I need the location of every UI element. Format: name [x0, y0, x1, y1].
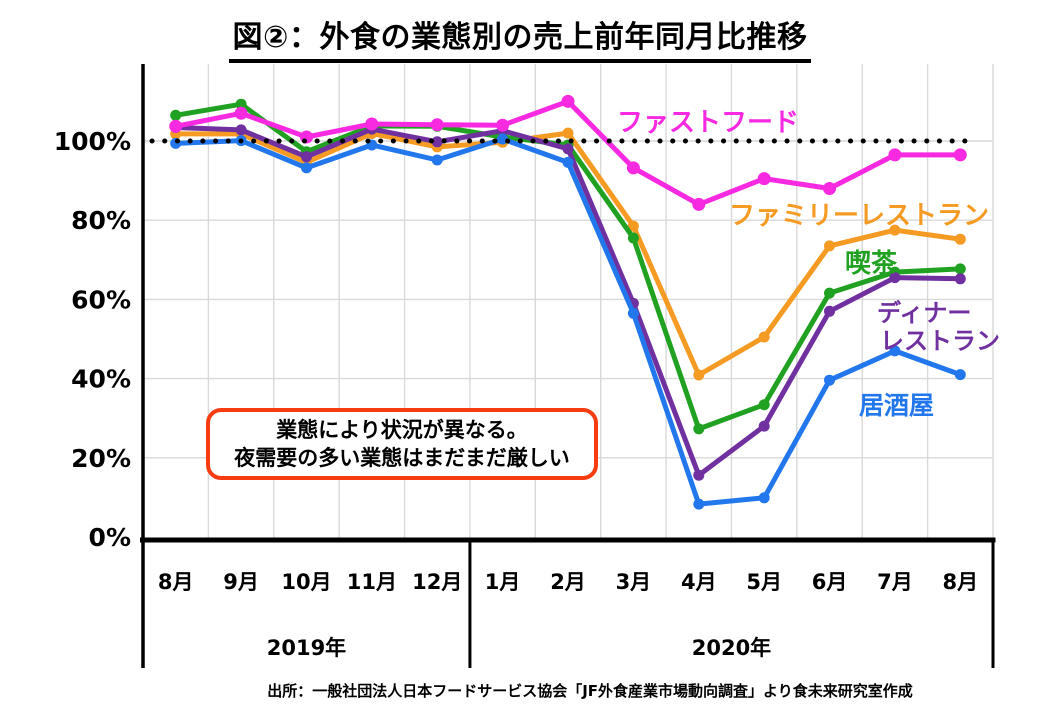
x-tick-label-month: 8月: [942, 570, 978, 594]
series-point-izakaya: [301, 162, 312, 174]
y-tick-label: 20%: [71, 444, 131, 473]
y-tick-label: 80%: [71, 206, 131, 235]
annotation-line-2: 夜需要の多い業態はまだまだ厳しい: [234, 446, 570, 470]
series-point-family-restaurant: [562, 127, 574, 139]
series-point-coffee-shop: [758, 399, 770, 411]
series-point-dinner-restaurant: [301, 151, 312, 163]
series-point-izakaya: [431, 154, 443, 166]
x-axis-year-label: 2020年: [692, 636, 771, 660]
y-tick-label: 0%: [89, 523, 131, 552]
series-point-izakaya: [758, 492, 770, 504]
series-point-fast-food: [365, 117, 379, 131]
series-point-family-restaurant: [627, 220, 639, 232]
series-point-izakaya: [824, 374, 835, 386]
series-point-dinner-restaurant: [824, 305, 835, 317]
series-point-family-restaurant: [824, 240, 835, 252]
series-label-izakaya: 居酒屋: [859, 391, 934, 420]
series-label-fast-food: ファストフード: [617, 108, 799, 138]
series-point-fast-food: [888, 148, 902, 162]
series-point-coffee-shop: [693, 423, 705, 435]
series-point-family-restaurant: [954, 233, 966, 245]
series-point-izakaya: [627, 307, 639, 319]
x-tick-label-month: 9月: [223, 570, 259, 594]
series-point-coffee-shop: [235, 98, 247, 110]
x-tick-label-month: 2月: [550, 570, 586, 594]
x-tick-label-month: 7月: [877, 570, 913, 594]
series-label-dinner-restaurant: ディナー: [877, 299, 971, 327]
series-point-coffee-shop: [627, 232, 639, 244]
series-label-dinner-restaurant: レストラン: [880, 327, 1000, 355]
series-point-dinner-restaurant: [693, 469, 705, 481]
series-point-dinner-restaurant: [758, 420, 770, 432]
series-point-fast-food: [626, 161, 640, 175]
series-point-family-restaurant: [758, 331, 770, 343]
series-point-fast-food: [757, 172, 771, 186]
series-point-izakaya: [562, 156, 574, 168]
series-point-coffee-shop: [954, 263, 966, 275]
series-point-izakaya: [693, 498, 705, 510]
x-tick-label-month: 5月: [746, 570, 782, 594]
series-line-family-restaurant: [173, 130, 963, 378]
series-label-coffee-shop: 喫茶: [845, 249, 898, 279]
y-tick-label: 60%: [71, 285, 131, 314]
x-tick-label-month: 4月: [681, 570, 717, 594]
series-point-fast-food: [169, 119, 183, 133]
series-point-fast-food: [692, 197, 706, 211]
x-tick-label-month: 11月: [347, 570, 397, 594]
series-point-dinner-restaurant: [431, 136, 443, 148]
series-point-dinner-restaurant: [235, 124, 247, 136]
y-tick-label: 100%: [54, 127, 131, 156]
x-tick-label-month: 3月: [616, 570, 652, 594]
series-point-dinner-restaurant: [889, 272, 901, 284]
series-point-fast-food: [430, 118, 444, 132]
series-point-fast-food: [953, 148, 967, 162]
x-tick-label-month: 8月: [158, 570, 194, 594]
annotation-line-1: 業態により状況が異なる。: [276, 418, 528, 442]
source-note: 出所：一般社団法人日本フードサービス協会「JF外食産業市場動向調査」より食未来研…: [267, 682, 913, 700]
series-point-coffee-shop: [170, 109, 182, 121]
series-point-fast-food: [823, 182, 836, 195]
x-axis-year-label: 2019年: [267, 636, 346, 660]
x-tick-label-month: 1月: [485, 570, 521, 594]
chart-title: 図②：外食の業態別の売上前年同月比推移: [228, 12, 812, 63]
series-point-fast-food: [561, 94, 575, 108]
series-point-family-restaurant: [693, 369, 705, 381]
x-tick-label-month: 10月: [281, 570, 331, 594]
series-point-family-restaurant: [889, 224, 901, 236]
series-point-dinner-restaurant: [954, 273, 966, 285]
series-point-dinner-restaurant: [562, 143, 574, 155]
x-tick-label-month: 12月: [412, 570, 462, 594]
series-point-fast-food: [496, 118, 510, 132]
series-point-izakaya: [954, 369, 966, 381]
series-point-coffee-shop: [824, 287, 835, 299]
y-tick-label: 40%: [71, 365, 131, 394]
annotation-callout: 業態により状況が異なる。 夜需要の多い業態はまだまだ厳しい: [206, 408, 598, 480]
series-point-fast-food: [234, 106, 248, 120]
x-tick-label-month: 6月: [812, 570, 848, 594]
series-point-izakaya: [889, 345, 901, 357]
series-label-family-restaurant: ファミリーレストラン: [729, 201, 989, 231]
title-area: 図②：外食の業態別の売上前年同月比推移: [0, 12, 1040, 63]
